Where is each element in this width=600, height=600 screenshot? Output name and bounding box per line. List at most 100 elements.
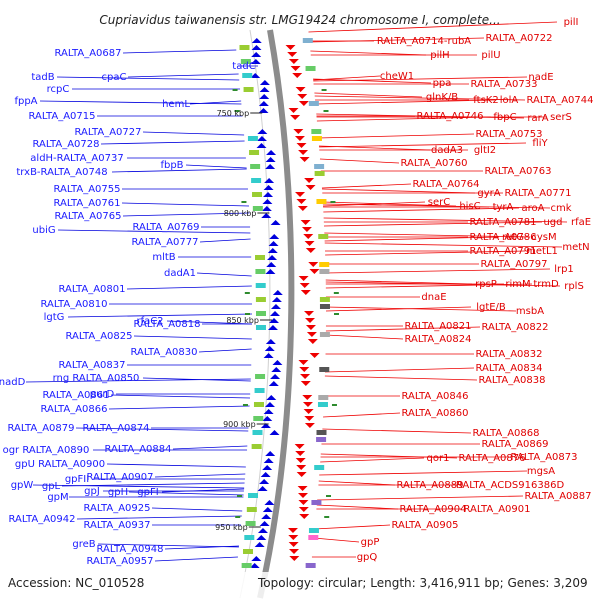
left-gene-label: RALTA_A0825 <box>65 331 132 342</box>
right-callout-line <box>319 470 528 476</box>
left-gene-label: RALTA_A0884 <box>104 444 171 455</box>
right-callout-line <box>322 203 551 209</box>
feature-marker <box>244 292 250 294</box>
feature-block <box>255 325 266 330</box>
feature-block <box>318 395 329 400</box>
left-callout-line <box>172 445 248 450</box>
right-gene-label: lolA <box>500 95 519 106</box>
forward-gene-arrow <box>264 178 275 183</box>
forward-gene-arrow <box>259 94 270 99</box>
feature-block <box>247 136 258 141</box>
reverse-gene-arrow <box>299 157 310 162</box>
left-callout-line <box>122 212 250 217</box>
reverse-gene-arrow <box>309 269 320 274</box>
forward-gene-arrow <box>272 360 283 365</box>
reverse-gene-arrow <box>303 311 314 316</box>
left-gene-label: purD <box>90 389 115 400</box>
feature-block <box>311 500 322 505</box>
feature-block <box>248 493 259 498</box>
feature-block <box>314 171 325 176</box>
right-gene-label: RALTA_A0714-rubA <box>377 36 471 47</box>
kbp-tick-label: 900 kbp <box>223 420 256 429</box>
reverse-gene-arrow <box>301 227 312 232</box>
reverse-gene-arrow <box>288 542 299 547</box>
forward-gene-arrow <box>270 304 281 309</box>
right-gene-label: cysM <box>531 232 556 243</box>
right-gene-label: pilI <box>564 17 579 28</box>
forward-gene-arrow <box>265 451 276 456</box>
feature-block <box>252 192 263 197</box>
left-gene-label: gpL <box>42 481 61 492</box>
reverse-gene-arrow <box>305 185 316 190</box>
right-gene-label: nadE <box>528 72 553 83</box>
left-gene-label: RALTA_A0777 <box>131 237 198 248</box>
forward-gene-arrow <box>251 52 262 57</box>
left-callout-line <box>75 427 249 432</box>
right-callout-line <box>317 495 524 501</box>
kbp-tick-label: 850 kbp <box>226 316 259 325</box>
feature-marker <box>232 89 238 91</box>
forward-gene-arrow <box>262 416 273 421</box>
forward-gene-arrow <box>269 234 280 239</box>
forward-gene-arrow <box>249 563 260 568</box>
feature-marker <box>242 404 248 406</box>
feature-block <box>302 38 313 43</box>
reverse-gene-arrow <box>297 94 308 99</box>
right-gene-label: ppa <box>433 78 452 89</box>
left-gene-label: dadA1 <box>164 268 196 279</box>
left-gene-label: RALTA_A0769 <box>132 222 199 233</box>
right-callout-line <box>324 375 478 381</box>
right-callout-line <box>322 188 476 194</box>
forward-gene-arrow <box>259 80 270 85</box>
feature-block <box>252 206 263 211</box>
feature-block <box>317 402 328 407</box>
left-callout-line <box>185 164 247 169</box>
right-callout-line <box>308 21 558 33</box>
feature-block <box>319 262 330 267</box>
right-gene-label: tyrA <box>493 202 514 213</box>
left-gene-label: lgtG <box>44 312 65 323</box>
forward-gene-arrow <box>268 381 279 386</box>
right-callout-line <box>322 428 472 434</box>
forward-gene-arrow <box>256 143 267 148</box>
right-callout-line <box>318 480 396 486</box>
reverse-gene-arrow <box>288 59 299 64</box>
reverse-gene-arrow <box>296 143 307 148</box>
forward-gene-arrow <box>265 157 276 162</box>
feature-block <box>319 269 330 274</box>
reverse-gene-arrow <box>289 556 300 561</box>
left-gene-label: nadD <box>0 377 26 388</box>
feature-block <box>241 563 252 568</box>
left-callout-line <box>56 76 240 81</box>
right-gene-label: rplS <box>564 281 584 292</box>
right-gene-label: RALTA_ACDS916386D <box>456 480 565 491</box>
feature-block <box>250 164 261 169</box>
accession-text: Accession: NC_010528 <box>8 576 144 590</box>
forward-gene-arrow <box>262 507 273 512</box>
feature-marker <box>244 313 250 315</box>
feature-block <box>319 297 330 302</box>
right-gene-label: RALTA_A0887 <box>524 491 591 502</box>
feature-block <box>316 199 327 204</box>
right-callout-line <box>310 50 427 56</box>
footer-background <box>0 572 600 600</box>
forward-gene-arrow <box>261 213 272 218</box>
right-gene-label: RALTA_A0905 <box>391 520 458 531</box>
left-callout-line <box>199 238 251 243</box>
kbp-tick-label: 750 kbp <box>217 109 250 118</box>
right-gene-label: RALTA_A0760 <box>400 158 467 169</box>
forward-gene-arrow <box>259 87 270 92</box>
right-callout-line <box>322 201 426 207</box>
reverse-gene-arrow <box>288 549 299 554</box>
left-gene-label: ubiG <box>32 225 55 236</box>
forward-gene-arrow <box>263 353 274 358</box>
left-gene-label: RALTA_A0861 <box>42 390 109 401</box>
right-gene-label: dadA3 <box>431 145 463 156</box>
feature-block <box>253 402 264 407</box>
forward-gene-arrow <box>260 472 271 477</box>
forward-gene-arrow <box>257 129 268 134</box>
right-gene-label: RALTA_A0876 <box>458 453 525 464</box>
left-gene-label: gpU RALTA_A0900 <box>15 459 105 470</box>
right-callout-line <box>313 76 528 82</box>
right-callout-line <box>325 250 526 256</box>
